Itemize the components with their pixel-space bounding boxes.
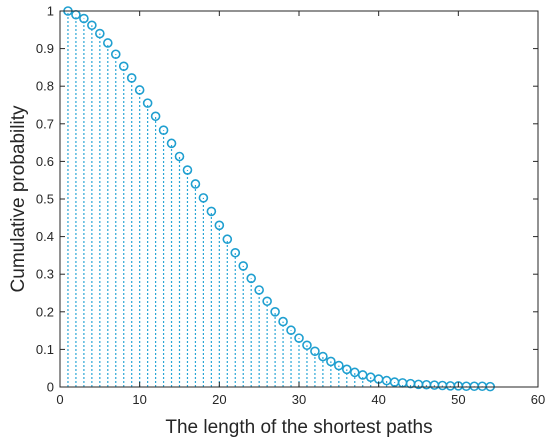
y-tick-label: 0.9 <box>36 41 54 56</box>
y-tick-label: 0.7 <box>36 116 54 131</box>
stem-marker <box>302 340 312 351</box>
stem-marker <box>270 306 280 317</box>
x-tick-label: 20 <box>212 392 226 407</box>
stem-marker <box>230 247 241 258</box>
stem-marker <box>222 234 233 245</box>
y-tick-label: 0.6 <box>36 154 54 169</box>
y-tick-label: 1 <box>47 4 54 19</box>
stem-marker <box>262 296 272 307</box>
stem-marker <box>286 325 296 336</box>
stem-marker <box>79 13 89 24</box>
stem-marker <box>150 111 161 122</box>
stem-marker <box>214 220 225 231</box>
stem-marker <box>87 20 97 31</box>
stem-marker <box>110 49 121 60</box>
y-tick-label: 0.4 <box>36 229 54 244</box>
y-tick-label: 0 <box>47 380 54 395</box>
stem-marker <box>182 165 193 175</box>
stem-marker <box>341 364 352 375</box>
stem-marker <box>166 138 177 149</box>
stem-marker <box>206 206 217 217</box>
stem-marker <box>318 351 328 362</box>
stem-marker <box>134 85 145 95</box>
stem-marker <box>294 333 304 343</box>
x-tick-label: 50 <box>451 392 465 407</box>
x-tick-label: 10 <box>132 392 146 407</box>
stem-marker <box>126 73 137 83</box>
x-tick-label: 40 <box>371 392 385 407</box>
stem-marker <box>334 360 344 371</box>
stem-lines <box>67 11 491 387</box>
stem-marker <box>278 316 288 327</box>
y-tick-label: 0.2 <box>36 304 54 319</box>
stem-marker <box>198 193 209 203</box>
x-axis-ticks: 0 10 20 30 40 50 60 <box>56 11 545 407</box>
stem-marker <box>142 98 153 108</box>
stem-marker <box>95 28 105 39</box>
stem-marker <box>326 356 336 367</box>
stem-marker <box>190 179 201 189</box>
x-tick-label: 30 <box>292 392 306 407</box>
stem-marker <box>254 285 264 295</box>
stem-marker <box>238 261 249 271</box>
y-axis-label: Cumulative probability <box>8 105 29 292</box>
y-tick-label: 0.1 <box>36 342 54 357</box>
y-tick-label: 0.3 <box>36 267 54 282</box>
x-axis-label: The length of the shortest paths <box>165 417 432 438</box>
stem-marker <box>174 151 185 162</box>
stem-marker <box>103 38 113 48</box>
stem-marker <box>158 125 169 135</box>
x-tick-label: 0 <box>56 392 63 407</box>
stem-marker <box>246 273 256 284</box>
stem-marker <box>118 61 129 72</box>
x-tick-label: 60 <box>531 392 545 407</box>
y-axis-ticks: 0 0.1 0.2 0.3 0.4 0.5 0.6 0.7 0.8 0.9 1 <box>36 4 538 395</box>
stem-marker <box>310 346 320 357</box>
y-tick-label: 0.8 <box>36 79 54 94</box>
y-tick-label: 0.5 <box>36 192 54 207</box>
